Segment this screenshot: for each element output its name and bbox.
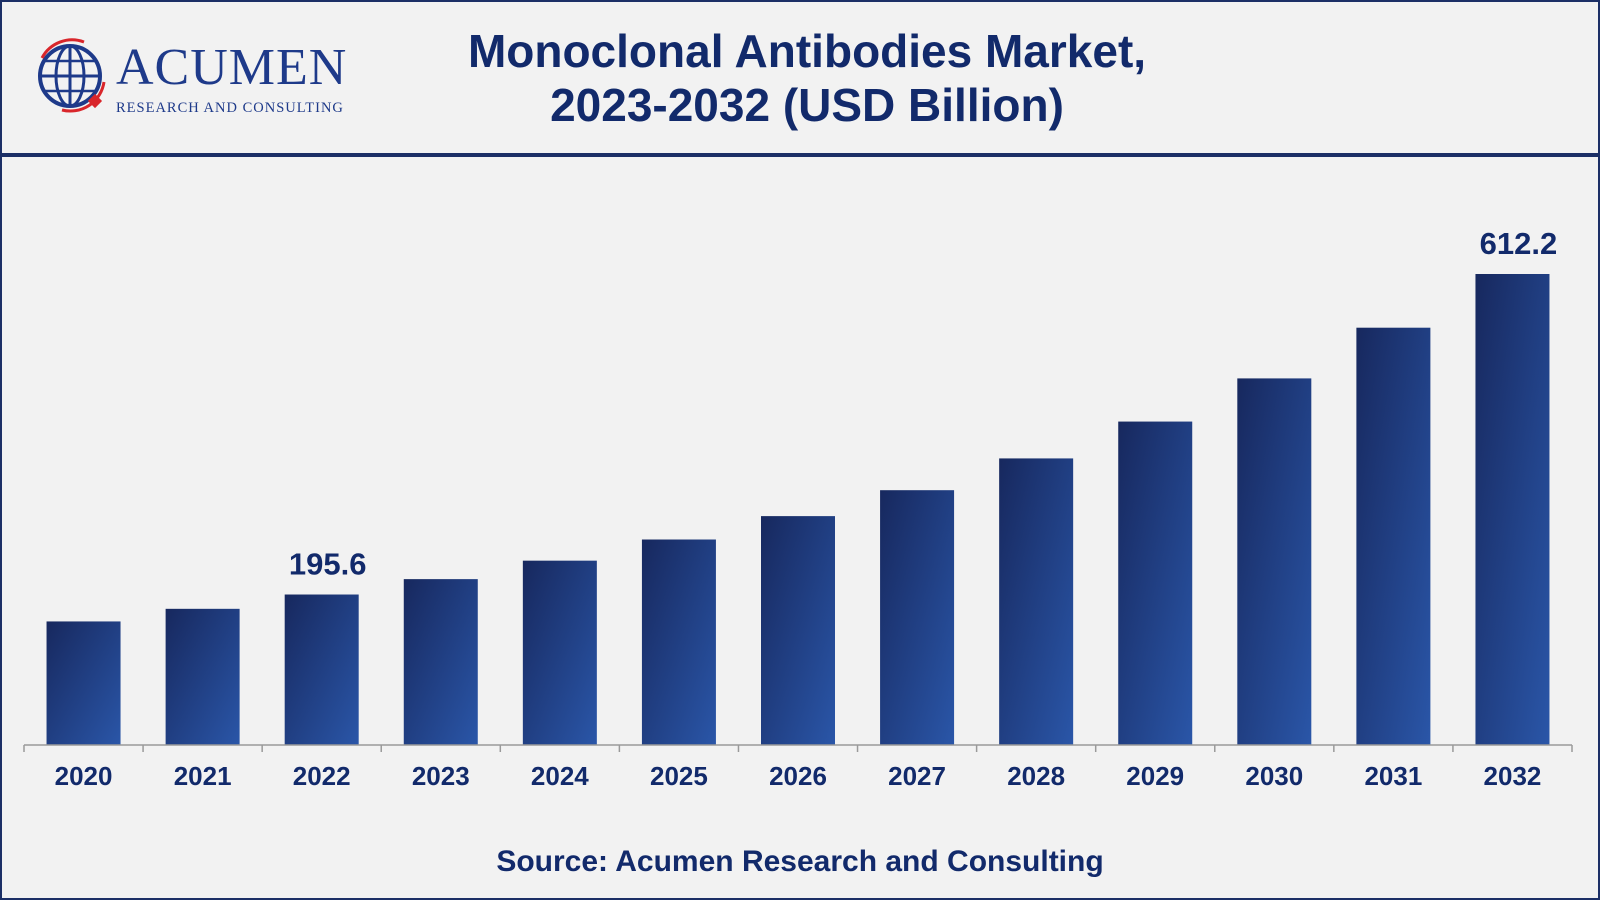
bar-2032 <box>1475 274 1550 745</box>
bar-2025 <box>641 539 716 745</box>
labels-group: 2020 2021 2022 195.6 2023 2024 2025 2026 2027 202… <box>55 226 1558 791</box>
chart-title-line-1: Monoclonal Antibodies Market, <box>467 25 1147 77</box>
x-tick-label-2031: 2031 <box>1364 761 1422 791</box>
x-tick-label-2027: 2027 <box>888 761 946 791</box>
bar-2030 <box>1237 378 1312 745</box>
x-tick-label-2032: 2032 <box>1484 761 1542 791</box>
x-tick-label-2026: 2026 <box>769 761 827 791</box>
header: ACUMEN RESEARCH AND CONSULTING Monoclona… <box>2 2 1598 157</box>
x-tick-label-2020: 2020 <box>55 761 113 791</box>
chart-title: Monoclonal Antibodies Market, 2023-2032 … <box>402 24 1212 132</box>
bar-2026 <box>761 516 835 745</box>
bars-group <box>46 274 1550 745</box>
chart-title-line-2: 2023-2032 (USD Billion) <box>550 79 1064 131</box>
bar-2021 <box>165 608 240 745</box>
data-label-2022: 195.6 <box>289 547 367 582</box>
bar-2023 <box>403 579 478 745</box>
data-label-2032: 612.2 <box>1480 226 1558 261</box>
acumen-logo: ACUMEN RESEARCH AND CONSULTING <box>32 36 362 120</box>
x-tick-label-2025: 2025 <box>650 761 708 791</box>
x-tick-label-2021: 2021 <box>174 761 232 791</box>
source-note: Source: Acumen Research and Consulting <box>496 845 1104 878</box>
bar-2028 <box>999 458 1074 745</box>
x-tick-label-2028: 2028 <box>1007 761 1065 791</box>
globe-icon <box>38 38 106 113</box>
x-axis <box>23 744 1573 752</box>
x-tick-label-2024: 2024 <box>531 761 589 791</box>
logo-tagline: RESEARCH AND CONSULTING <box>116 100 344 116</box>
x-tick-label-2030: 2030 <box>1245 761 1303 791</box>
bar-2027 <box>880 490 955 745</box>
bar-2024 <box>522 560 597 745</box>
x-tick-label-2029: 2029 <box>1126 761 1184 791</box>
bar-2020 <box>46 621 121 745</box>
x-tick-label-2022: 2022 <box>293 761 351 791</box>
bar-2029 <box>1118 421 1193 745</box>
x-tick-label-2023: 2023 <box>412 761 470 791</box>
bar-2031 <box>1356 327 1431 745</box>
logo-wordmark: ACUMEN <box>116 39 348 96</box>
bar-2022 <box>284 594 359 745</box>
